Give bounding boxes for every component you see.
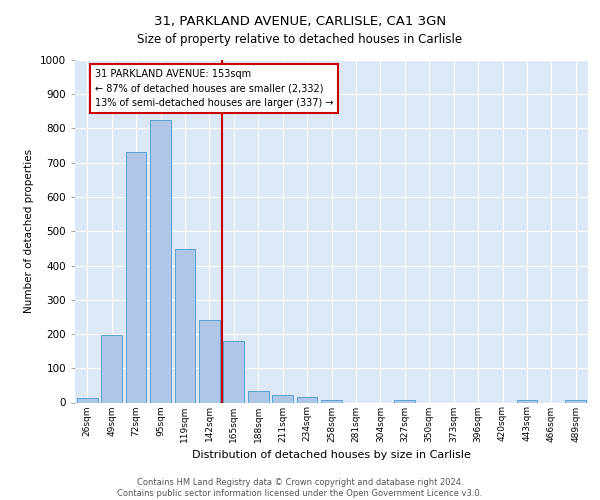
- Bar: [248, 390, 269, 402]
- Bar: [394, 400, 415, 402]
- Text: 31, PARKLAND AVENUE, CARLISLE, CA1 3GN: 31, PARKLAND AVENUE, CARLISLE, CA1 3GN: [154, 15, 446, 28]
- Bar: [150, 120, 171, 403]
- Bar: [175, 250, 196, 402]
- Text: Contains HM Land Registry data © Crown copyright and database right 2024.
Contai: Contains HM Land Registry data © Crown c…: [118, 478, 482, 498]
- Y-axis label: Number of detached properties: Number of detached properties: [24, 149, 34, 314]
- Bar: [223, 341, 244, 402]
- Bar: [125, 152, 146, 402]
- Bar: [101, 335, 122, 402]
- Bar: [565, 400, 586, 402]
- Bar: [77, 398, 98, 402]
- Bar: [517, 400, 538, 402]
- Bar: [199, 320, 220, 402]
- Text: Size of property relative to detached houses in Carlisle: Size of property relative to detached ho…: [137, 32, 463, 46]
- Bar: [272, 395, 293, 402]
- Bar: [296, 398, 317, 402]
- Text: 31 PARKLAND AVENUE: 153sqm
← 87% of detached houses are smaller (2,332)
13% of s: 31 PARKLAND AVENUE: 153sqm ← 87% of deta…: [95, 68, 333, 108]
- Bar: [321, 400, 342, 402]
- X-axis label: Distribution of detached houses by size in Carlisle: Distribution of detached houses by size …: [192, 450, 471, 460]
